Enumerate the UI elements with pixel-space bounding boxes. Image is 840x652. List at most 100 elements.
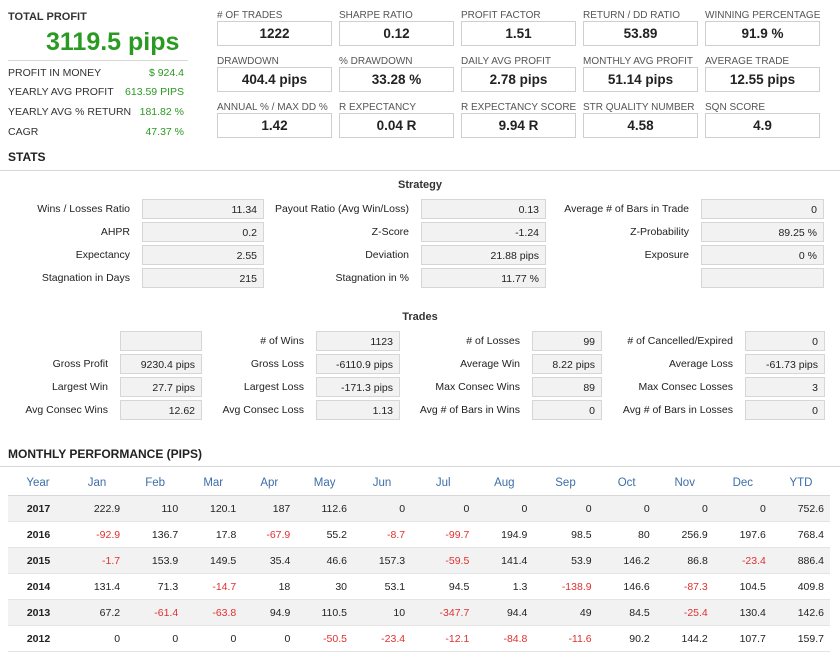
trades-value: 9230.4 pips [120,354,202,374]
col-header: YTD [771,470,830,496]
metric-value: 33.28 % [339,67,454,92]
month-value-cell: 49 [533,599,598,626]
month-value-cell: 149.5 [184,547,243,574]
metric-value: 0.12 [339,21,454,46]
yearly-avg-profit-label: YEARLY AVG PROFIT [8,86,114,98]
month-value-cell: 98.5 [533,521,598,548]
month-value-cell: 46.6 [296,547,353,574]
col-header: Jun [353,470,412,496]
metric-label: ANNUAL % / MAX DD % [217,102,328,113]
trades-value: 89 [532,377,602,397]
month-value-cell: 107.7 [713,625,772,652]
trades-label: Avg # of Bars in Losses [622,404,733,416]
month-value-cell: 768.4 [771,521,830,548]
table-row: 2016 -92.9 136.7 17.8 -67.9 55.2 -8.7 -99.7 194.… [8,521,830,548]
metric-label: STR QUALITY NUMBER [583,102,695,113]
year-cell: 2012 [8,625,68,652]
trades-label: Max Consec Wins [435,381,520,393]
month-value-cell: 0 [533,495,598,522]
metric-label: PROFIT FACTOR [461,10,541,21]
strategy-label: Stagnation in Days [41,272,130,284]
strategy-label [550,268,689,288]
strategy-value: 0 [701,199,824,219]
metric-value: 4.9 [705,113,820,138]
trades-value: -6110.9 pips [316,354,400,374]
trades-value: 1123 [316,331,400,351]
metric-value: 1222 [217,21,332,46]
trades-label: Avg Consec Wins [25,404,108,416]
month-value-cell: 120.1 [184,495,243,522]
trades-value [120,331,202,351]
cagr-label: CAGR [8,126,39,138]
month-value-cell: -1.7 [68,547,127,574]
strategy-label: Z-Score [371,226,409,238]
metric-label: DAILY AVG PROFIT [461,56,552,67]
month-value-cell: 94.5 [411,573,476,600]
month-value-cell: 0 [184,625,243,652]
strategy-label: Deviation [365,249,409,261]
cagr-value: 47.37 % [145,126,184,138]
month-value-cell: 17.8 [184,521,243,548]
month-value-cell: 53.9 [533,547,598,574]
metric-value: 1.51 [461,21,576,46]
month-value-cell: 84.5 [597,599,656,626]
month-value-cell: -23.4 [713,547,772,574]
month-value-cell: -67.9 [242,521,297,548]
trades-value: 27.7 pips [120,377,202,397]
trades-label: # of Losses [466,335,520,347]
month-value-cell: 112.6 [296,495,353,522]
col-header: Mar [184,470,243,496]
year-cell: 2013 [8,599,68,626]
month-value-cell: 0 [68,625,127,652]
trades-value: 0 [745,400,825,420]
month-value-cell: 90.2 [597,625,656,652]
trades-label: Gross Profit [52,358,108,370]
strategy-value: 11.34 [142,199,264,219]
month-value-cell: 10 [353,599,412,626]
table-row: 2015 -1.7 153.9 149.5 35.4 46.6 157.3 -59.5 141.… [8,547,830,574]
strategy-value: -1.24 [421,222,546,242]
table-header-row: Year Jan Feb Mar Apr May Jun Jul Aug Sep… [8,470,830,496]
metric-value: 12.55 pips [705,67,820,92]
yearly-avg-profit-value: 613.59 PIPS [125,86,184,98]
trades-label: Max Consec Losses [638,381,733,393]
strategy-value: 215 [142,268,264,288]
monthly-performance-table: Year Jan Feb Mar Apr May Jun Jul Aug Sep… [8,470,830,652]
month-value-cell: 409.8 [771,573,830,600]
metric-value: 91.9 % [705,21,820,46]
strategy-label: Exposure [644,249,689,261]
col-header: Jul [411,470,476,496]
total-profit-value: 3119.5 pips [46,28,180,56]
month-value-cell: -63.8 [184,599,243,626]
month-value-cell: 0 [475,495,534,522]
year-cell: 2015 [8,547,68,574]
month-value-cell: 35.4 [242,547,297,574]
month-value-cell: -23.4 [353,625,412,652]
strategy-value: 11.77 % [421,268,546,288]
trades-label [0,331,108,351]
strategy-value: 0 % [701,245,824,265]
month-value-cell: -14.7 [184,573,243,600]
metric-value: 404.4 pips [217,67,332,92]
trades-value: 12.62 [120,400,202,420]
metric-value: 51.14 pips [583,67,698,92]
col-header: Feb [126,470,185,496]
metric-label: RETURN / DD RATIO [583,10,681,21]
col-header: Oct [597,470,656,496]
month-value-cell: 886.4 [771,547,830,574]
month-value-cell: -347.7 [411,599,476,626]
trades-value: 1.13 [316,400,400,420]
month-value-cell: -138.9 [533,573,598,600]
trades-label: Avg Consec Loss [222,404,304,416]
strategy-label: Wins / Losses Ratio [37,203,130,215]
month-value-cell: 146.2 [597,547,656,574]
trades-label: Average Win [460,358,520,370]
metric-label: MONTHLY AVG PROFIT [583,56,694,67]
strategy-value: 89.25 % [701,222,824,242]
metric-label: % DRAWDOWN [339,56,413,67]
trades-label: Largest Loss [243,381,304,393]
month-value-cell: 752.6 [771,495,830,522]
metric-label: SHARPE RATIO [339,10,413,21]
month-value-cell: 157.3 [353,547,412,574]
metric-label: WINNING PERCENTAGE [705,10,821,21]
